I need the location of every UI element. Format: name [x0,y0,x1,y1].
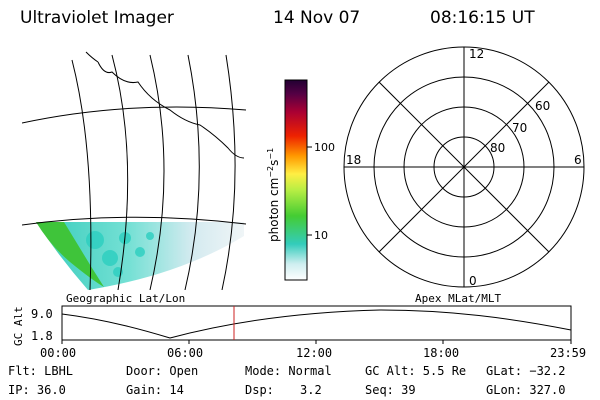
mlt-label-0: 0 [469,274,477,288]
mlat-label-80: 80 [490,141,505,155]
altitude-curve [61,309,572,339]
instrument-title: Ultraviolet Imager [20,8,174,28]
xtick-label: 18:00 [423,346,459,360]
mlat-label-70: 70 [512,121,527,135]
dsp-label: Dsp: [245,383,274,397]
filter-info: Flt: LBHL [8,364,74,378]
geo-panel-label: Geographic Lat/Lon [66,292,185,305]
time-label: 08:16:15 UT [430,8,535,28]
seq-info: Seq: 39 [365,383,416,397]
xtick-label: 12:00 [296,346,332,360]
mode-info: Mode: Normal [245,364,332,378]
mlt-label-18: 18 [346,153,361,167]
mlt-label-6: 6 [574,153,582,167]
altitude-ytick-bottom: 1.8 [31,329,53,343]
glat-info: GLat: −32.2 [486,364,566,378]
glon-info: GLon: 327.0 [486,383,566,397]
ip-info: IP: 36.0 [8,383,66,397]
xtick-label: 23:59 [550,346,586,360]
altitude-ylabel: GC Alt [12,306,25,346]
colorbar-gradient [284,79,308,281]
colorbar-unit-label: photon cm−2s−1 [266,148,281,242]
mlat-label-60: 60 [535,99,550,113]
dsp-value: 3.2 [300,383,322,397]
colorbar-tick-100: 100 [314,141,335,154]
colorbar-tick-10: 10 [314,229,328,242]
gain-info: Gain: 14 [126,383,184,397]
apex-panel-label: Apex MLat/MLT [415,292,501,305]
altitude-ytick-top: 9.0 [31,307,53,321]
xtick-label: 00:00 [40,346,76,360]
mlt-label-12: 12 [469,47,484,61]
gc-alt-info: GC Alt: 5.5 Re [365,364,467,378]
date-label: 14 Nov 07 [273,8,361,28]
xtick-label: 06:00 [167,346,203,360]
door-info: Door: Open [126,364,199,378]
